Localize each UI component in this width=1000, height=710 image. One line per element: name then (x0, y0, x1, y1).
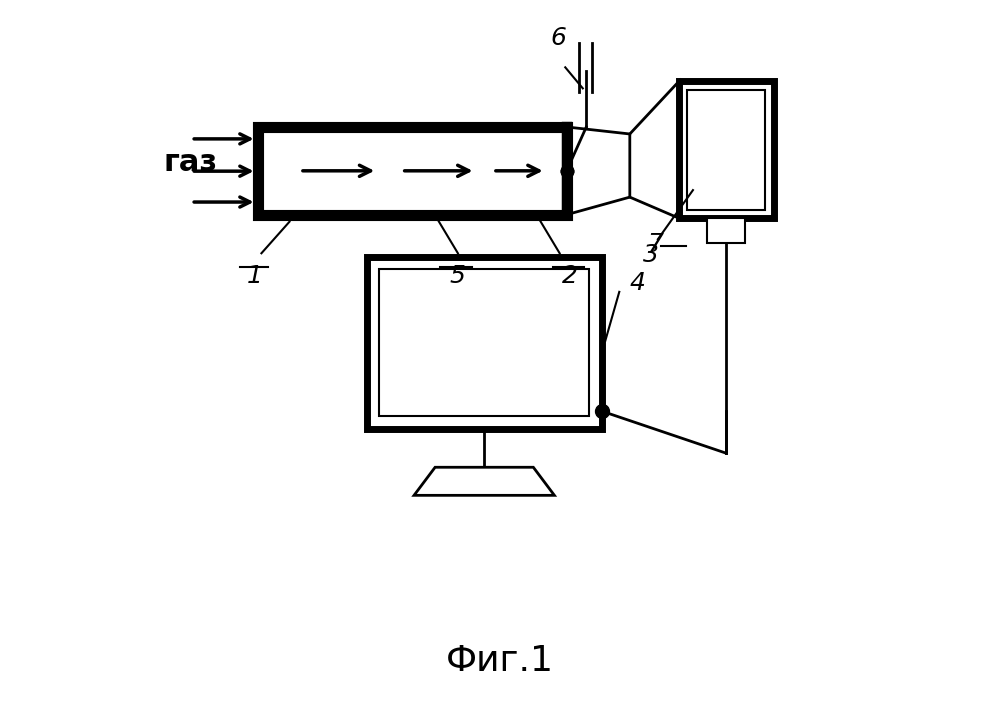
Text: 2: 2 (562, 264, 578, 288)
Bar (707, 218, 745, 243)
Text: Фиг.1: Фиг.1 (446, 644, 554, 678)
Polygon shape (630, 82, 679, 218)
Bar (367, 257, 602, 429)
Text: 3: 3 (643, 243, 659, 267)
Text: 6: 6 (550, 26, 566, 50)
Bar (258, 127, 567, 214)
Text: 4: 4 (630, 271, 646, 295)
Text: газ: газ (163, 148, 217, 177)
Text: 7: 7 (647, 232, 663, 256)
Text: 1: 1 (246, 264, 262, 288)
Bar (679, 82, 774, 218)
Bar (379, 269, 589, 416)
Text: 5: 5 (450, 264, 466, 288)
Polygon shape (414, 467, 554, 496)
Bar (687, 89, 765, 209)
